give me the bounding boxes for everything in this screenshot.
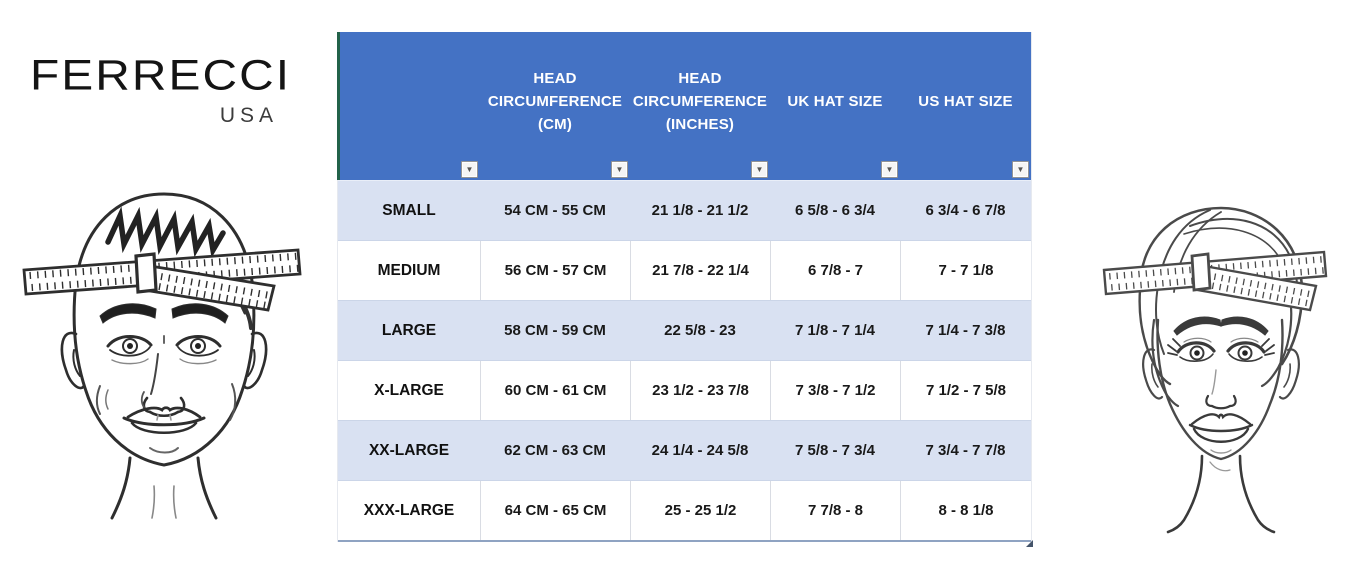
- measuring-tape: [1102, 250, 1328, 312]
- table-row-large: LARGE 58 CM - 59 CM 22 5/8 - 23 7 1/8 - …: [338, 300, 1031, 360]
- filter-button-cm[interactable]: ▼: [611, 161, 628, 178]
- brand-logo: FERRECCI USA: [30, 50, 289, 128]
- size-cell: MEDIUM: [377, 261, 441, 279]
- header-size-column: ▼: [338, 32, 480, 180]
- table-row-medium: MEDIUM 56 CM - 57 CM 21 7/8 - 22 1/4 6 7…: [338, 240, 1031, 300]
- filter-dropdown-icon: ▼: [465, 164, 474, 174]
- size-cell: SMALL: [382, 201, 436, 219]
- inches-cell: 23 1/2 - 23 7/8: [630, 361, 770, 420]
- uk-cell: 6 7/8 - 7: [770, 241, 900, 300]
- header-label: HEAD CIRCUMFERENCE (INCHES): [632, 69, 768, 133]
- table-bottom-border: [338, 540, 1033, 547]
- table-resize-handle[interactable]: [1026, 540, 1033, 547]
- uk-cell: 6 5/8 - 6 3/4: [794, 202, 876, 219]
- filter-dropdown-icon: ▼: [885, 164, 894, 174]
- filter-button-inches[interactable]: ▼: [751, 161, 768, 178]
- size-cell: XX-LARGE: [368, 441, 450, 459]
- cm-cell: 56 CM - 57 CM: [480, 241, 630, 300]
- header-label: HEAD CIRCUMFERENCE (CM): [487, 69, 623, 133]
- size-cell: XXX-LARGE: [363, 501, 455, 519]
- table-row-small: SMALL 54 CM - 55 CM 21 1/8 - 21 1/2 6 5/…: [338, 180, 1031, 240]
- us-cell: 7 3/4 - 7 7/8: [925, 442, 1006, 459]
- us-cell: 8 - 8 1/8: [900, 481, 1031, 540]
- filter-button-size[interactable]: ▼: [461, 161, 478, 178]
- filter-button-us[interactable]: ▼: [1012, 161, 1029, 178]
- inches-cell: 22 5/8 - 23: [664, 322, 736, 339]
- brand-name: FERRECCI: [30, 50, 292, 99]
- header-us-column: US HAT SIZE ▼: [900, 32, 1031, 180]
- header-cm-column: HEAD CIRCUMFERENCE (CM) ▼: [480, 32, 630, 180]
- cm-cell: 60 CM - 61 CM: [480, 361, 630, 420]
- inches-cell: 21 1/8 - 21 1/2: [651, 202, 749, 219]
- inches-cell: 21 7/8 - 22 1/4: [630, 241, 770, 300]
- uk-cell: 7 3/8 - 7 1/2: [770, 361, 900, 420]
- inches-cell: 25 - 25 1/2: [630, 481, 770, 540]
- cm-cell: 58 CM - 59 CM: [504, 322, 606, 339]
- uk-cell: 7 1/8 - 7 1/4: [794, 322, 876, 339]
- table-body: SMALL 54 CM - 55 CM 21 1/8 - 21 1/2 6 5/…: [338, 180, 1031, 540]
- brand-region: USA: [219, 104, 278, 127]
- table-row-x-large: X-LARGE 60 CM - 61 CM 23 1/2 - 23 7/8 7 …: [338, 360, 1031, 420]
- us-cell: 7 1/4 - 7 3/8: [925, 322, 1006, 339]
- cm-cell: 54 CM - 55 CM: [504, 202, 606, 219]
- header-label: UK HAT SIZE: [787, 92, 883, 110]
- filter-dropdown-icon: ▼: [615, 164, 624, 174]
- table-row-xxx-large: XXX-LARGE 64 CM - 65 CM 25 - 25 1/2 7 7/…: [338, 480, 1031, 540]
- table-header: ▼ HEAD CIRCUMFERENCE (CM) ▼ HEAD CIRCUMF…: [337, 32, 1031, 180]
- size-cell: LARGE: [381, 321, 437, 339]
- header-label: US HAT SIZE: [918, 92, 1013, 110]
- us-cell: 7 1/2 - 7 5/8: [900, 361, 1031, 420]
- filter-dropdown-icon: ▼: [755, 164, 764, 174]
- uk-cell: 7 7/8 - 8: [770, 481, 900, 540]
- inches-cell: 24 1/4 - 24 5/8: [651, 442, 749, 459]
- us-cell: 6 3/4 - 6 7/8: [925, 202, 1006, 219]
- uk-cell: 7 5/8 - 7 3/4: [794, 442, 876, 459]
- cm-cell: 62 CM - 63 CM: [504, 442, 606, 459]
- header-inches-column: HEAD CIRCUMFERENCE (INCHES) ▼: [630, 32, 770, 180]
- table-row-xx-large: XX-LARGE 62 CM - 63 CM 24 1/4 - 24 5/8 7…: [338, 420, 1031, 480]
- filter-button-uk[interactable]: ▼: [881, 161, 898, 178]
- measuring-tape: [22, 248, 302, 312]
- size-cell: X-LARGE: [374, 381, 444, 399]
- filter-dropdown-icon: ▼: [1016, 164, 1025, 174]
- female-head-illustration: [1102, 206, 1328, 534]
- header-uk-column: UK HAT SIZE ▼: [770, 32, 900, 180]
- us-cell: 7 - 7 1/8: [900, 241, 1031, 300]
- cm-cell: 64 CM - 65 CM: [480, 481, 630, 540]
- male-head-illustration: [22, 192, 302, 520]
- hat-size-table: ▼ HEAD CIRCUMFERENCE (CM) ▼ HEAD CIRCUMF…: [337, 32, 1033, 547]
